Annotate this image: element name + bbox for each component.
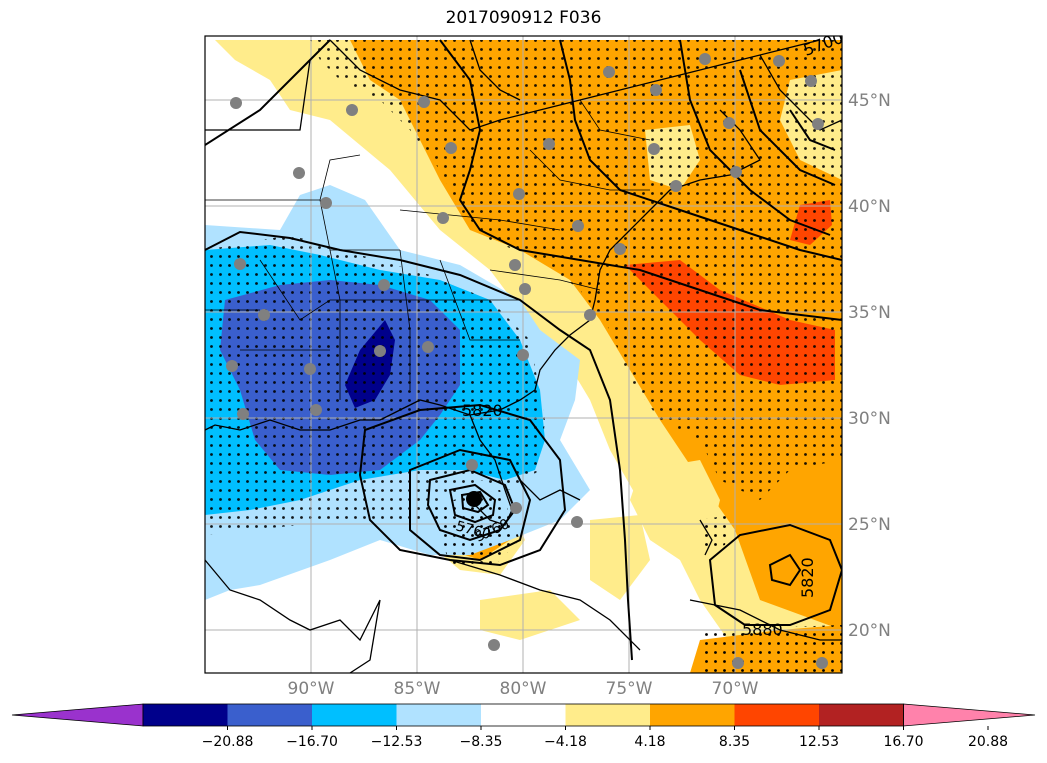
- station-marker: [320, 197, 332, 209]
- station-marker: [543, 138, 555, 150]
- station-marker: [572, 220, 584, 232]
- colorbar-segment: [396, 704, 482, 726]
- storm-center-marker: [466, 491, 482, 507]
- map-title: 2017090912 F036: [445, 8, 602, 28]
- station-marker: [226, 360, 238, 372]
- colorbar-tick-label: −4.18: [544, 734, 587, 750]
- station-marker: [699, 53, 711, 65]
- colorbar-tick-label: 4.18: [634, 734, 665, 750]
- station-marker: [584, 309, 596, 321]
- station-marker: [732, 657, 744, 669]
- longitude-labels: 90°W 85°W 80°W 75°W 70°W: [288, 679, 759, 699]
- station-marker: [488, 639, 500, 651]
- colorbar-segment: [312, 704, 397, 726]
- lon-label: 80°W: [500, 679, 547, 699]
- contour-label: 5820: [462, 401, 503, 420]
- state-borders: [205, 99, 651, 400]
- colorbar-extend-low: [11, 703, 144, 727]
- colorbar-segment: [227, 704, 313, 726]
- station-marker: [346, 104, 358, 116]
- latitude-labels: 45°N 40°N 35°N 30°N 25°N 20°N: [848, 91, 891, 641]
- station-marker: [670, 180, 682, 192]
- significance-stipple: [205, 40, 842, 673]
- station-marker: [650, 84, 662, 96]
- station-marker: [812, 118, 824, 130]
- contour-label: 5880: [742, 620, 783, 639]
- station-marker: [519, 283, 531, 295]
- station-marker: [614, 243, 626, 255]
- station-marker: [805, 75, 817, 87]
- map-frame: [204, 35, 843, 674]
- station-marker: [378, 279, 390, 291]
- station-marker: [374, 345, 386, 357]
- station-marker: [293, 167, 305, 179]
- station-marker: [648, 143, 660, 155]
- station-marker: [466, 459, 478, 471]
- colorbar-tick-label: 8.35: [719, 734, 750, 750]
- lat-label: 25°N: [848, 515, 891, 535]
- colorbar: −20.88 −16.70 −12.53 −8.35 −4.18 4.18 8.35 12.5…: [11, 703, 1036, 750]
- station-marker: [773, 55, 785, 67]
- station-marker: [418, 96, 430, 108]
- contour-label: 5820: [798, 557, 817, 598]
- station-marker: [445, 142, 457, 154]
- station-marker: [517, 349, 529, 361]
- colorbar-tick-label: 20.88: [968, 734, 1008, 750]
- lon-label: 90°W: [288, 679, 335, 699]
- station-marker: [258, 309, 270, 321]
- lon-label: 75°W: [606, 679, 653, 699]
- station-marker: [230, 97, 242, 109]
- colorbar-tick-label: −12.53: [371, 734, 423, 750]
- station-marker: [513, 188, 525, 200]
- station-marker: [237, 408, 249, 420]
- colorbar-segment: [143, 704, 228, 726]
- station-marker: [723, 117, 735, 129]
- colorbar-segment: [565, 704, 651, 726]
- colorbar-outline: [142, 703, 904, 727]
- station-marker: [422, 341, 434, 353]
- colorbar-tick-label: −8.35: [460, 734, 503, 750]
- station-marker: [304, 363, 316, 375]
- station-markers: [226, 53, 828, 669]
- station-marker: [234, 258, 246, 270]
- station-marker: [510, 502, 522, 514]
- colorbar-segment: [481, 704, 566, 726]
- station-marker: [310, 404, 322, 416]
- lat-label: 40°N: [848, 197, 891, 217]
- station-marker: [730, 166, 742, 178]
- station-marker: [571, 516, 583, 528]
- lat-label: 20°N: [848, 621, 891, 641]
- lat-label: 35°N: [848, 303, 891, 323]
- colorbar-segment: [650, 704, 735, 726]
- lon-label: 70°W: [712, 679, 759, 699]
- colorbar-tick-label: −20.88: [202, 734, 254, 750]
- lat-label: 45°N: [848, 91, 891, 111]
- colorbar-segment: [819, 704, 904, 726]
- colorbar-tick-label: −16.70: [286, 734, 338, 750]
- station-marker: [603, 66, 615, 78]
- lon-label: 85°W: [394, 679, 441, 699]
- colorbar-extend-high: [903, 703, 1036, 727]
- colorbar-tick-label: 16.70: [883, 734, 923, 750]
- lat-label: 30°N: [848, 409, 891, 429]
- height-contours: [205, 39, 842, 661]
- colorbar-tick-label: 12.53: [799, 734, 839, 750]
- station-marker: [816, 657, 828, 669]
- station-marker: [437, 212, 449, 224]
- colorbar-segment: [734, 704, 820, 726]
- station-marker: [509, 259, 521, 271]
